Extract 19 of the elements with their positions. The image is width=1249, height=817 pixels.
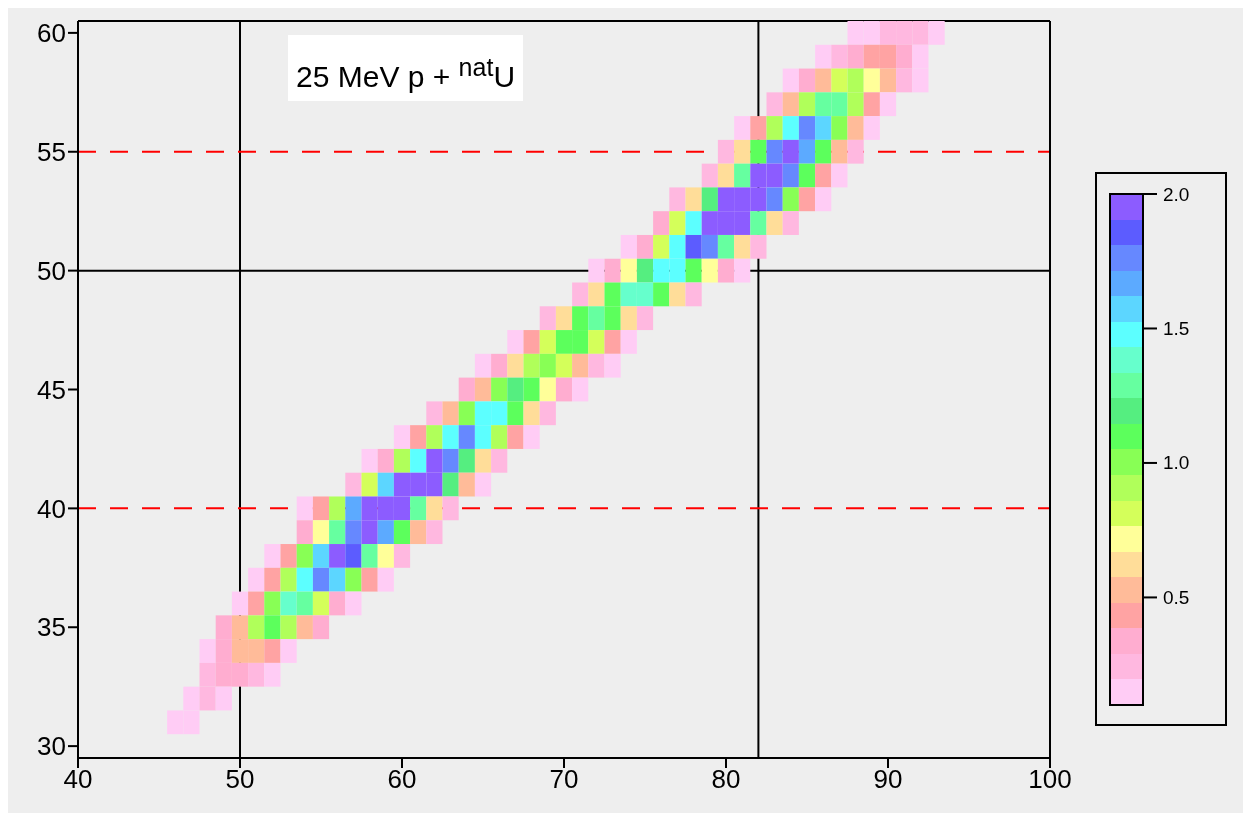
x-tick-label: 80	[711, 764, 741, 795]
x-tick-label: 40	[63, 764, 93, 795]
color-bar-label: 1.0	[1163, 452, 1190, 474]
y-tick-label: 35	[37, 612, 66, 643]
color-bar-label: 0.5	[1163, 586, 1190, 608]
x-tick-label: 100	[1028, 764, 1072, 795]
y-tick-label: 55	[37, 136, 66, 167]
color-bar-label: 1.5	[1163, 317, 1190, 339]
y-tick-label: 60	[37, 18, 66, 49]
y-tick-label: 45	[37, 374, 66, 405]
y-tick-label: 40	[37, 493, 66, 524]
y-tick-label: 50	[37, 255, 66, 286]
x-tick-label: 50	[225, 764, 255, 795]
y-tick-label: 30	[37, 731, 66, 762]
x-tick-label: 70	[549, 764, 579, 795]
x-tick-label: 90	[873, 764, 903, 795]
x-tick-label: 60	[387, 764, 417, 795]
text: 25 MeV p + $^{nat}$U	[288, 35, 524, 101]
color-bar-label: 2.0	[1163, 183, 1190, 205]
